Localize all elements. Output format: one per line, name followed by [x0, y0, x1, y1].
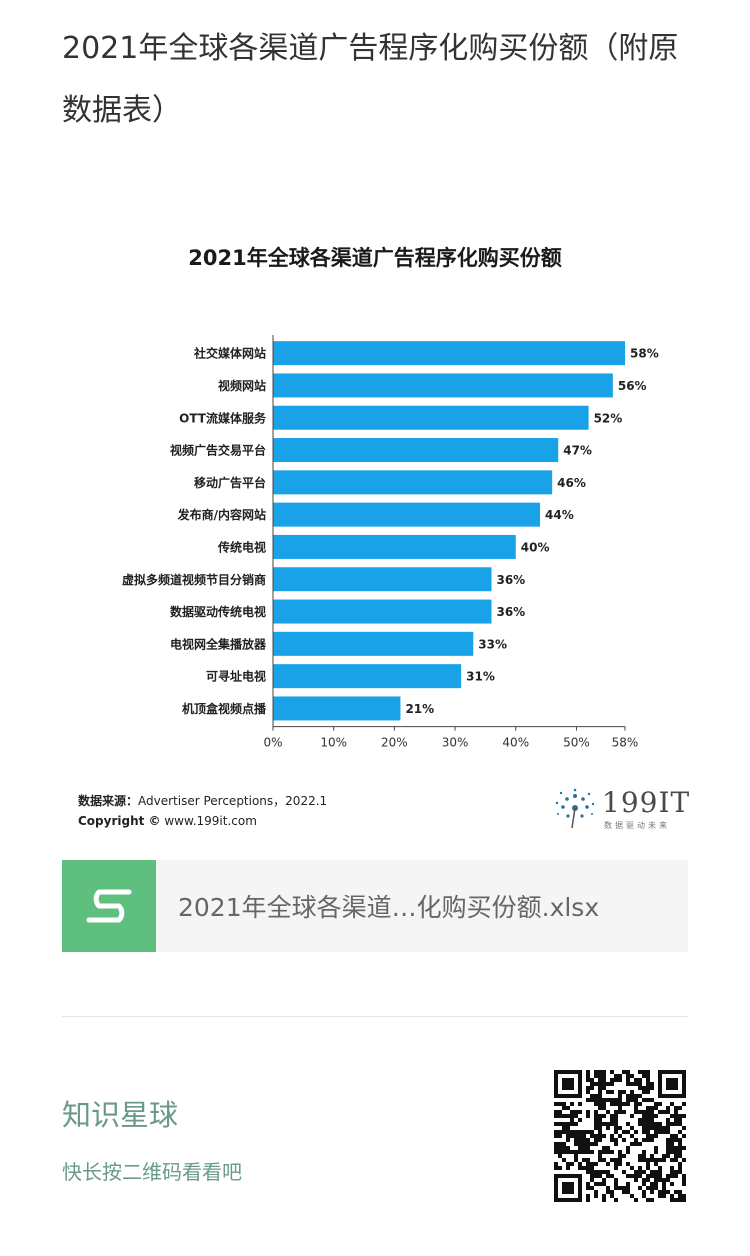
category-label: 数据驱动传统电视: [170, 604, 266, 619]
category-label: 电视网全集播放器: [170, 636, 267, 651]
bar: [273, 405, 589, 430]
bar: [273, 664, 462, 689]
brand-name: 199IT: [602, 786, 691, 819]
data-label: 36%: [496, 605, 525, 619]
bar: [273, 502, 541, 527]
chart-copyright: Copyright © www.199it.com: [78, 814, 257, 828]
category-label: 视频网站: [218, 378, 266, 393]
data-label: 21%: [405, 702, 434, 716]
source-label: 数据来源：: [78, 794, 139, 808]
bar: [273, 470, 553, 495]
data-label: 56%: [618, 379, 647, 393]
data-label: 47%: [563, 444, 592, 458]
bar: [273, 567, 492, 592]
data-label: 33%: [478, 637, 507, 651]
attachment-file-card[interactable]: 2021年全球各渠道…化购买份额.xlsx: [62, 860, 688, 952]
knowledge-planet-title: 知识星球: [62, 1098, 179, 1132]
data-label: 36%: [496, 573, 525, 587]
x-tick-label: 50%: [563, 736, 590, 750]
bar: [273, 438, 559, 463]
copyright-label: Copyright ©: [78, 814, 161, 828]
chart-image: 2021年全球各渠道广告程序化购买份额 社交媒体网站 58% 视频网站 56% OTT流…: [62, 200, 689, 848]
category-label: 传统电视: [217, 539, 266, 554]
category-label: 发布商/内容网站: [177, 507, 266, 522]
data-label: 44%: [545, 508, 574, 522]
spreadsheet-s-icon: [62, 860, 156, 952]
copyright-value: www.199it.com: [160, 814, 257, 828]
category-label: 视频广告交易平台: [170, 443, 266, 458]
category-label: 移动广告平台: [194, 475, 266, 490]
bar: [273, 599, 492, 624]
chart-source: 数据来源：Advertiser Perceptions，2022.1: [78, 792, 327, 809]
bar: [273, 341, 625, 366]
data-label: 40%: [521, 540, 550, 554]
section-divider: [62, 1016, 688, 1017]
qr-code[interactable]: [554, 1070, 686, 1202]
data-label: 52%: [594, 411, 623, 425]
bar: [273, 631, 474, 656]
bar: [273, 534, 516, 559]
data-label: 58%: [630, 347, 659, 361]
x-tick-label: 0%: [263, 736, 282, 750]
article-title: 2021年全球各渠道广告程序化购买份额（附原数据表）: [62, 31, 679, 128]
brand-logo: 199IT 数据驱动未来: [552, 786, 689, 830]
x-tick-label: 20%: [381, 736, 408, 750]
chart-title: 2021年全球各渠道广告程序化购买份额: [188, 246, 562, 270]
bar: [273, 373, 613, 398]
attachment-file-name: 2021年全球各渠道…化购买份额.xlsx: [178, 893, 600, 922]
category-label: 机顶盒视频点播: [182, 701, 267, 716]
data-label: 31%: [466, 670, 495, 684]
x-tick-label: 30%: [442, 736, 469, 750]
bar: [273, 696, 401, 721]
knowledge-planet-subtitle: 快长按二维码看看吧: [62, 1160, 242, 1184]
x-tick-label: 58%: [612, 736, 639, 750]
category-label: 可寻址电视: [206, 669, 266, 684]
x-tick-label: 40%: [502, 736, 529, 750]
bar-chart: 社交媒体网站 58% 视频网站 56% OTT流媒体服务 52% 视频广告交易平台 47% 移动…: [122, 335, 659, 750]
data-label: 46%: [557, 476, 586, 490]
category-label: 社交媒体网站: [193, 346, 266, 361]
source-value: Advertiser Perceptions，2022.1: [138, 794, 328, 808]
x-tick-label: 10%: [320, 736, 347, 750]
category-label: OTT流媒体服务: [179, 410, 267, 425]
brand-dandelion-icon: [555, 788, 595, 829]
category-label: 虚拟多频道视频节目分销商: [122, 572, 266, 587]
brand-slogan: 数据驱动未来: [604, 821, 670, 830]
